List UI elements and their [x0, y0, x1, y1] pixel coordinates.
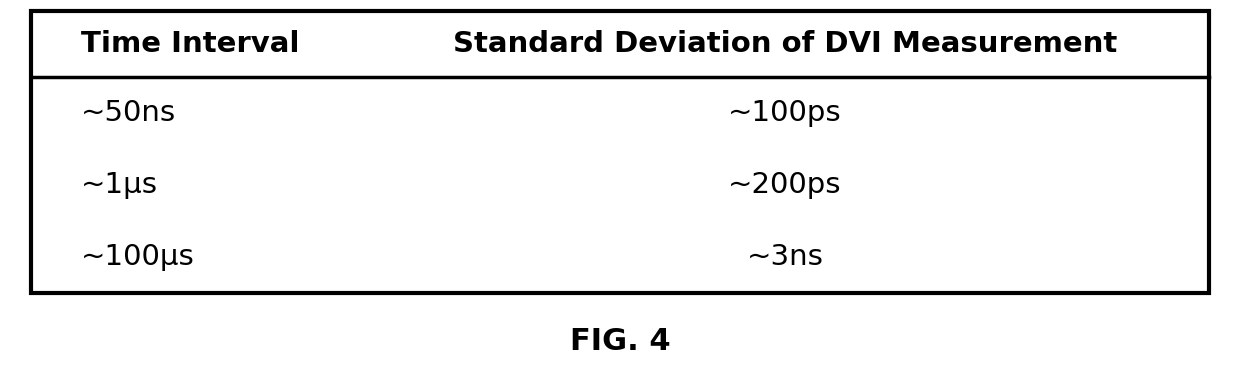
Text: Standard Deviation of DVI Measurement: Standard Deviation of DVI Measurement — [453, 30, 1117, 58]
Text: ~100μs: ~100μs — [81, 243, 195, 271]
Text: ~100ps: ~100ps — [728, 99, 842, 127]
Text: ~1μs: ~1μs — [81, 171, 157, 199]
Bar — [31, 11, 1209, 292]
Text: ~50ns: ~50ns — [81, 99, 176, 127]
Text: FIG. 4: FIG. 4 — [569, 327, 671, 356]
Text: ~200ps: ~200ps — [728, 171, 842, 199]
Text: ~3ns: ~3ns — [746, 243, 823, 271]
Text: Time Interval: Time Interval — [81, 30, 299, 58]
